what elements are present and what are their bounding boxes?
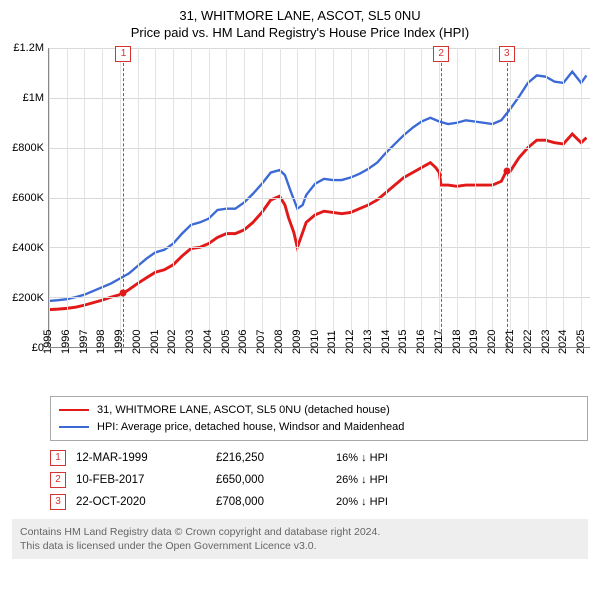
- event-price: £216,250: [216, 452, 336, 464]
- gridline-v: [191, 48, 192, 347]
- event-delta: 16% ↓ HPI: [336, 452, 588, 464]
- event-marker-line: [441, 48, 442, 347]
- gridline-h: [49, 297, 590, 298]
- gridline-v: [492, 48, 493, 347]
- gridline-h: [49, 148, 590, 149]
- gridline-v: [581, 48, 582, 347]
- event-row: 2 10-FEB-2017£650,00026% ↓ HPI: [50, 469, 588, 491]
- y-tick-label: £200K: [12, 292, 44, 304]
- gridline-v: [209, 48, 210, 347]
- gridline-v: [102, 48, 103, 347]
- y-tick-label: £1M: [23, 92, 44, 104]
- gridline-v: [84, 48, 85, 347]
- gridline-v: [244, 48, 245, 347]
- gridline-v: [439, 48, 440, 347]
- plot-area: 1 2 3: [48, 48, 590, 348]
- gridline-v: [315, 48, 316, 347]
- gridline-v: [510, 48, 511, 347]
- gridline-v: [138, 48, 139, 347]
- event-marker-badge: 3: [499, 46, 515, 62]
- sale-dot: [503, 167, 510, 174]
- legend-label: HPI: Average price, detached house, Wind…: [97, 419, 404, 436]
- event-date: 10-FEB-2017: [76, 474, 216, 486]
- gridline-v: [155, 48, 156, 347]
- page: 31, WHITMORE LANE, ASCOT, SL5 0NU Price …: [0, 0, 600, 563]
- chart-subtitle: Price paid vs. HM Land Registry's House …: [4, 25, 596, 40]
- y-tick-label: £600K: [12, 192, 44, 204]
- event-price: £708,000: [216, 496, 336, 508]
- gridline-v: [120, 48, 121, 347]
- event-marker-badge: 2: [433, 46, 449, 62]
- gridline-h: [49, 98, 590, 99]
- gridline-v: [49, 48, 50, 347]
- gridline-v: [457, 48, 458, 347]
- gridline-v: [297, 48, 298, 347]
- chart-title: 31, WHITMORE LANE, ASCOT, SL5 0NU: [4, 8, 596, 23]
- gridline-v: [475, 48, 476, 347]
- legend-item: HPI: Average price, detached house, Wind…: [59, 419, 579, 436]
- event-marker-line: [123, 48, 124, 347]
- event-row: 3 22-OCT-2020£708,00020% ↓ HPI: [50, 491, 588, 513]
- gridline-v: [528, 48, 529, 347]
- y-tick-label: £400K: [12, 242, 44, 254]
- gridline-v: [67, 48, 68, 347]
- gridline-v: [280, 48, 281, 347]
- gridline-v: [386, 48, 387, 347]
- event-date: 22-OCT-2020: [76, 496, 216, 508]
- event-number-badge: 3: [50, 494, 66, 510]
- x-axis: 1995199619971998199920002001200220032004…: [48, 348, 590, 388]
- gridline-v: [333, 48, 334, 347]
- attribution: Contains HM Land Registry data © Crown c…: [12, 519, 588, 559]
- event-delta: 26% ↓ HPI: [336, 474, 588, 486]
- legend: 31, WHITMORE LANE, ASCOT, SL5 0NU (detac…: [50, 396, 588, 441]
- attribution-line: This data is licensed under the Open Gov…: [20, 539, 580, 553]
- gridline-v: [226, 48, 227, 347]
- event-table: 1 12-MAR-1999£216,25016% ↓ HPI 2 10-FEB-201…: [50, 447, 588, 513]
- attribution-line: Contains HM Land Registry data © Crown c…: [20, 525, 580, 539]
- chart: £0£200K£400K£600K£800K£1M£1.2M 123 19951…: [4, 48, 596, 388]
- legend-item: 31, WHITMORE LANE, ASCOT, SL5 0NU (detac…: [59, 402, 579, 419]
- gridline-v: [173, 48, 174, 347]
- legend-swatch: [59, 409, 89, 411]
- event-price: £650,000: [216, 474, 336, 486]
- y-tick-label: £800K: [12, 142, 44, 154]
- event-delta: 20% ↓ HPI: [336, 496, 588, 508]
- y-axis: £0£200K£400K£600K£800K£1M£1.2M: [4, 48, 48, 348]
- gridline-v: [351, 48, 352, 347]
- gridline-h: [49, 198, 590, 199]
- gridline-v: [421, 48, 422, 347]
- gridline-v: [404, 48, 405, 347]
- event-row: 1 12-MAR-1999£216,25016% ↓ HPI: [50, 447, 588, 469]
- gridline-v: [546, 48, 547, 347]
- gridline-h: [49, 247, 590, 248]
- gridline-v: [368, 48, 369, 347]
- gridline-v: [563, 48, 564, 347]
- event-marker-line: [507, 48, 508, 347]
- event-number-badge: 2: [50, 472, 66, 488]
- sale-dot: [120, 290, 127, 297]
- event-marker-badge: 1: [115, 46, 131, 62]
- x-tick-label: 2025: [575, 330, 600, 354]
- gridline-v: [262, 48, 263, 347]
- legend-label: 31, WHITMORE LANE, ASCOT, SL5 0NU (detac…: [97, 402, 390, 419]
- y-tick-label: £1.2M: [13, 42, 44, 54]
- event-number-badge: 1: [50, 450, 66, 466]
- event-date: 12-MAR-1999: [76, 452, 216, 464]
- legend-swatch: [59, 426, 89, 428]
